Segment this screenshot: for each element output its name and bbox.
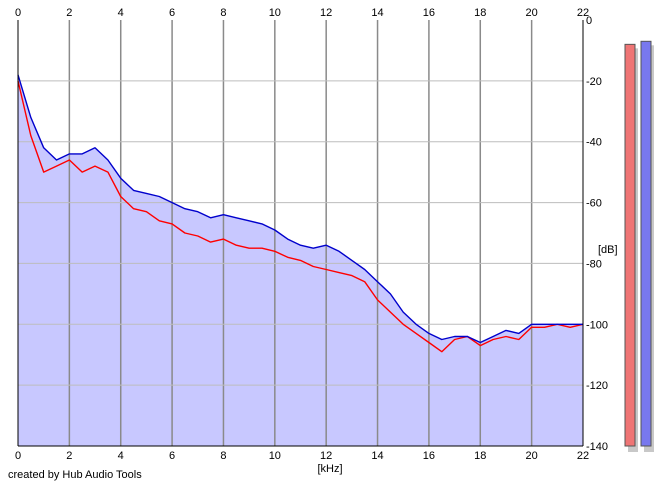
- y-tick-label: -20: [586, 76, 602, 88]
- level-meters: [624, 40, 654, 453]
- x-tick-label-top: 8: [220, 7, 226, 19]
- x-tick-label-bottom: 2: [66, 450, 72, 462]
- x-tick-label-top: 4: [118, 7, 124, 19]
- x-tick-label-bottom: 16: [423, 450, 435, 462]
- x-tick-label-top: 6: [169, 7, 175, 19]
- x-tick-labels-bottom: 0 2 4 6 8 10 12 14 16 18 20 22: [15, 450, 589, 462]
- y-tick-label: -100: [586, 319, 608, 331]
- x-tick-label-bottom: 8: [220, 450, 226, 462]
- x-tick-label-bottom: 14: [371, 450, 383, 462]
- credit-text: created by Hub Audio Tools: [8, 469, 142, 481]
- x-tick-label-bottom: 0: [15, 450, 21, 462]
- x-tick-label-top: 12: [320, 7, 332, 19]
- x-tick-label-bottom: 6: [169, 450, 175, 462]
- y-tick-label: -40: [586, 137, 602, 149]
- y-tick-label: -80: [586, 258, 602, 270]
- x-tick-label-top: 14: [371, 7, 383, 19]
- y-axis-label: [dB]: [598, 244, 618, 256]
- meter-right-bar: [640, 40, 652, 447]
- x-axis-label: [kHz]: [317, 463, 342, 475]
- x-tick-label-top: 0: [15, 7, 21, 19]
- y-tick-label: -140: [586, 441, 608, 453]
- x-tick-label-bottom: 20: [526, 450, 538, 462]
- x-tick-label-bottom: 18: [474, 450, 486, 462]
- x-tick-label-top: 16: [423, 7, 435, 19]
- y-tick-label: 0: [586, 15, 592, 27]
- x-tick-label-top: 18: [474, 7, 486, 19]
- x-tick-label-bottom: 4: [118, 450, 124, 462]
- series-line-1: [17, 80, 584, 353]
- y-tick-label: -60: [586, 198, 602, 210]
- x-tick-label-top: 2: [66, 7, 72, 19]
- y-tick-labels: 0 -20 -40 -60 -80 -100 -120 -140: [586, 15, 608, 453]
- x-tick-label-top: 20: [526, 7, 538, 19]
- x-tick-label-top: 10: [269, 7, 281, 19]
- meter-left-bar: [624, 43, 636, 447]
- x-tick-labels-top: 0 2 4 6 8 10 12 14 16 18 20 22: [15, 7, 589, 19]
- x-tick-label-bottom: 22: [577, 450, 589, 462]
- series-layer: [17, 74, 584, 353]
- series-line-2: [17, 74, 583, 344]
- y-tick-label: -120: [586, 380, 608, 392]
- grid-layer: [18, 20, 583, 446]
- x-tick-label-top: 22: [577, 7, 589, 19]
- x-tick-label-bottom: 12: [320, 450, 332, 462]
- x-tick-label-bottom: 10: [269, 450, 281, 462]
